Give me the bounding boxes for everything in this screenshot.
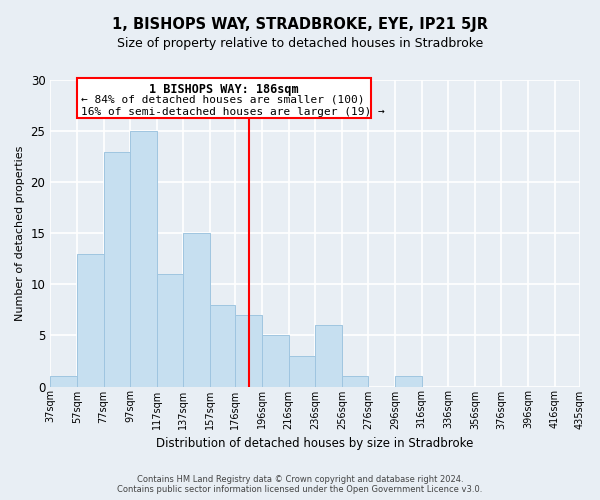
Text: 1 BISHOPS WAY: 186sqm: 1 BISHOPS WAY: 186sqm (149, 82, 299, 96)
Bar (289, 356, 315, 386)
Bar (235, 315, 262, 386)
Bar (104, 152, 130, 386)
Bar (315, 325, 342, 386)
Bar (262, 336, 289, 386)
Text: Contains HM Land Registry data © Crown copyright and database right 2024.: Contains HM Land Registry data © Crown c… (137, 475, 463, 484)
Text: 16% of semi-detached houses are larger (19) →: 16% of semi-detached houses are larger (… (81, 107, 385, 117)
Bar (130, 131, 157, 386)
Bar (77, 254, 104, 386)
Text: Size of property relative to detached houses in Stradbroke: Size of property relative to detached ho… (117, 38, 483, 51)
Bar (210, 305, 235, 386)
Bar (342, 376, 368, 386)
X-axis label: Distribution of detached houses by size in Stradbroke: Distribution of detached houses by size … (157, 437, 474, 450)
Text: ← 84% of detached houses are smaller (100): ← 84% of detached houses are smaller (10… (81, 94, 364, 104)
Bar (395, 376, 422, 386)
Bar (157, 274, 184, 386)
Y-axis label: Number of detached properties: Number of detached properties (15, 146, 25, 321)
Text: Contains public sector information licensed under the Open Government Licence v3: Contains public sector information licen… (118, 485, 482, 494)
FancyBboxPatch shape (77, 78, 371, 118)
Bar (184, 234, 210, 386)
Text: 1, BISHOPS WAY, STRADBROKE, EYE, IP21 5JR: 1, BISHOPS WAY, STRADBROKE, EYE, IP21 5J… (112, 18, 488, 32)
Bar (50, 376, 77, 386)
